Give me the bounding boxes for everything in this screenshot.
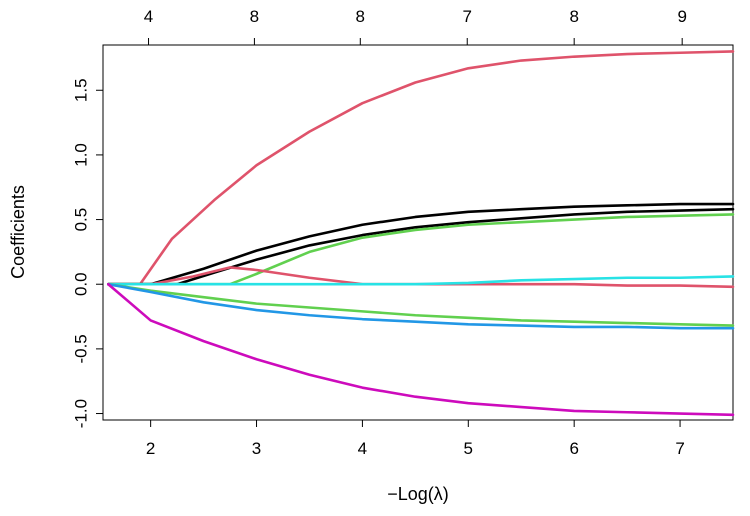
top-tick-label: 9 bbox=[677, 7, 686, 26]
x-tick-label: 5 bbox=[464, 439, 473, 458]
x-tick-label: 3 bbox=[252, 439, 261, 458]
y-tick-label: 1.5 bbox=[72, 78, 91, 102]
series-line-6 bbox=[106, 275, 735, 286]
y-tick-label: 0.5 bbox=[72, 208, 91, 232]
top-tick-label: 4 bbox=[144, 7, 153, 26]
plot-frame bbox=[102, 44, 734, 421]
top-tick-label: 7 bbox=[463, 7, 472, 26]
y-axis-title: Coefficients bbox=[8, 185, 28, 279]
series-line-7 bbox=[106, 282, 735, 327]
series-line-4 bbox=[106, 213, 735, 286]
x-tick-label: 4 bbox=[358, 439, 367, 458]
y-tick-label: 0.0 bbox=[72, 272, 91, 296]
top-tick-label: 8 bbox=[356, 7, 365, 26]
top-tick-label: 8 bbox=[569, 7, 578, 26]
series-line-2 bbox=[106, 202, 735, 286]
x-tick-label: 6 bbox=[569, 439, 578, 458]
x-axis-top: 4 8 8 7 8 9 bbox=[144, 7, 687, 46]
x-axis-bottom: 2 3 4 5 6 7 bbox=[146, 419, 685, 458]
top-tick-label: 8 bbox=[250, 7, 259, 26]
y-axis-left: -1.0 -0.5 0.0 0.5 1.0 1.5 bbox=[72, 78, 104, 428]
series-layer bbox=[106, 50, 735, 417]
x-axis-title: −Log(λ) bbox=[387, 484, 449, 504]
series-line-9 bbox=[106, 282, 735, 417]
y-tick-label: 1.0 bbox=[72, 143, 91, 167]
y-tick-label: -0.5 bbox=[72, 334, 91, 363]
y-tick-label: -1.0 bbox=[72, 399, 91, 428]
series-line-8 bbox=[106, 282, 735, 330]
x-tick-label: 2 bbox=[146, 439, 155, 458]
series-line-1 bbox=[106, 50, 735, 286]
x-tick-label: 7 bbox=[675, 439, 684, 458]
